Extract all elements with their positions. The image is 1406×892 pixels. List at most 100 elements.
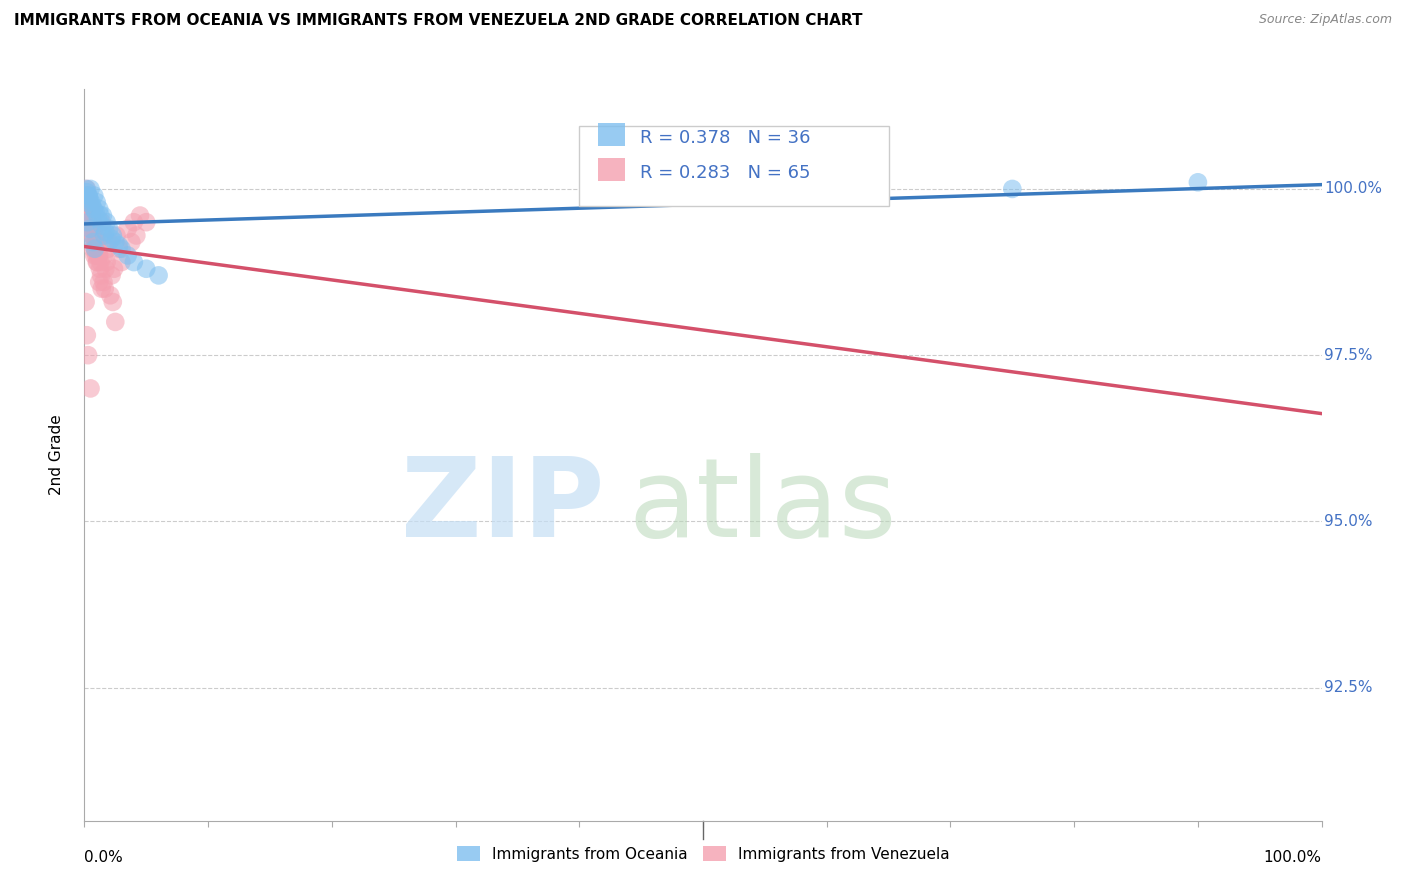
Point [96, 215, 118, 229]
Point [86, 255, 108, 269]
Legend: Immigrants from Oceania, Immigrants from Venezuela: Immigrants from Oceania, Immigrants from… [450, 839, 956, 868]
Y-axis label: 2nd Grade: 2nd Grade [49, 415, 63, 495]
Text: R = 0.283   N = 65: R = 0.283 N = 65 [640, 164, 810, 182]
Point [76, 186, 98, 200]
Point [80, 198, 103, 212]
Point [79, 222, 101, 236]
Point [77, 188, 100, 202]
Text: 0.0%: 0.0% [84, 850, 124, 865]
Point [80, 195, 103, 210]
Point [77, 348, 100, 362]
Text: IMMIGRANTS FROM OCEANIA VS IMMIGRANTS FROM VENEZUELA 2ND GRADE CORRELATION CHART: IMMIGRANTS FROM OCEANIA VS IMMIGRANTS FR… [14, 13, 862, 29]
Point [89, 261, 111, 276]
Point [90, 282, 112, 296]
Point [125, 228, 148, 243]
Point [108, 242, 131, 256]
Point [93, 275, 115, 289]
Point [94, 282, 117, 296]
Text: 95.0%: 95.0% [1324, 514, 1372, 529]
Point [120, 235, 142, 249]
Point [80, 202, 103, 216]
Point [89, 202, 111, 216]
FancyBboxPatch shape [579, 126, 889, 206]
Point [98, 235, 121, 249]
Point [93, 228, 115, 243]
Point [91, 209, 114, 223]
Point [90, 268, 112, 283]
Point [79, 215, 101, 229]
Text: 97.5%: 97.5% [1324, 348, 1372, 363]
Text: ZIP: ZIP [401, 452, 605, 559]
Point [84, 228, 107, 243]
Point [80, 222, 103, 236]
Point [76, 182, 98, 196]
Text: atlas: atlas [628, 452, 897, 559]
Text: 92.5%: 92.5% [1324, 681, 1372, 695]
Point [84, 235, 107, 249]
Point [94, 261, 117, 276]
Point [83, 235, 105, 249]
Point [100, 268, 122, 283]
Point [110, 255, 132, 269]
Point [117, 248, 139, 262]
Point [135, 261, 157, 276]
Point [83, 242, 105, 256]
Point [76, 215, 98, 229]
Point [108, 238, 131, 252]
Point [76, 328, 98, 343]
Point [101, 295, 124, 310]
Point [75, 182, 97, 196]
Point [97, 242, 120, 256]
Point [87, 242, 110, 256]
Point [75, 295, 97, 310]
Point [83, 222, 105, 236]
Point [117, 222, 139, 236]
FancyBboxPatch shape [598, 123, 626, 145]
Point [105, 228, 128, 243]
Point [77, 209, 100, 223]
Point [98, 222, 121, 236]
Point [129, 209, 152, 223]
Point [83, 202, 105, 216]
Point [86, 195, 108, 210]
Point [75, 188, 97, 202]
Point [82, 242, 104, 256]
Point [82, 228, 104, 243]
Point [1187, 175, 1209, 189]
Point [79, 195, 101, 210]
Point [89, 209, 111, 223]
Point [77, 188, 100, 202]
Point [100, 232, 122, 246]
Point [79, 182, 101, 196]
Point [80, 209, 103, 223]
Point [77, 209, 100, 223]
Point [89, 248, 111, 262]
Point [1001, 182, 1024, 196]
Point [104, 235, 127, 249]
FancyBboxPatch shape [598, 158, 626, 180]
Point [77, 188, 100, 202]
Point [122, 255, 145, 269]
Point [101, 228, 124, 243]
Text: 100.0%: 100.0% [1324, 181, 1382, 196]
Text: Source: ZipAtlas.com: Source: ZipAtlas.com [1258, 13, 1392, 27]
Point [82, 228, 104, 243]
Point [80, 222, 103, 236]
Text: 100.0%: 100.0% [1264, 850, 1322, 865]
Point [148, 268, 170, 283]
Point [110, 242, 132, 256]
Text: R = 0.378   N = 36: R = 0.378 N = 36 [640, 129, 810, 147]
Point [83, 242, 105, 256]
Point [89, 275, 111, 289]
Point [77, 209, 100, 223]
Point [87, 211, 110, 226]
Point [93, 248, 115, 262]
Point [89, 255, 111, 269]
Point [87, 248, 110, 262]
Point [98, 288, 121, 302]
Point [91, 228, 114, 243]
Point [122, 215, 145, 229]
Point [94, 225, 117, 239]
Point [79, 195, 101, 210]
Point [82, 235, 104, 249]
